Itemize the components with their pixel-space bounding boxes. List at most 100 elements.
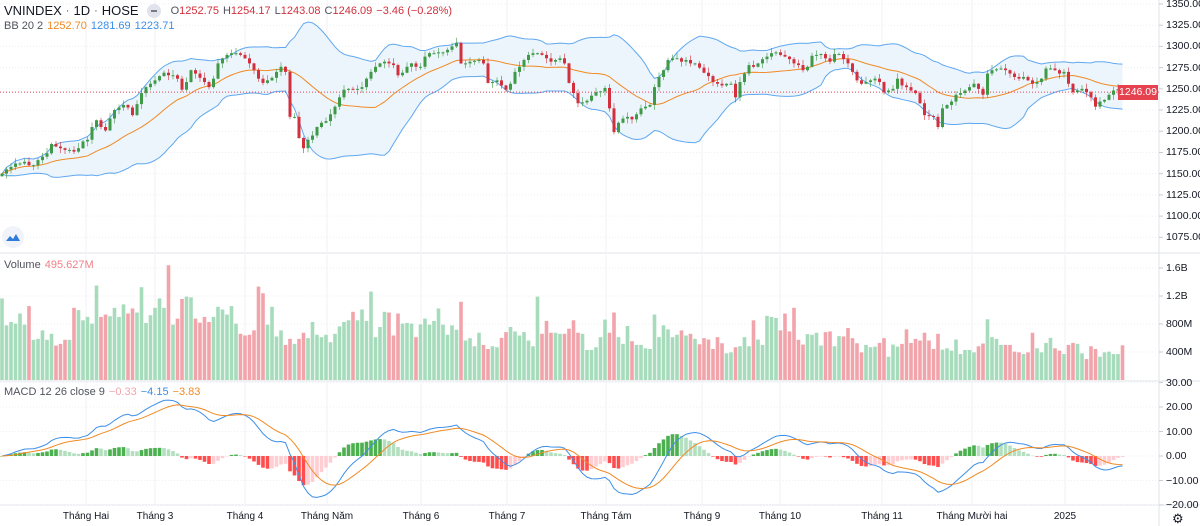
candle: [1080, 85, 1084, 92]
volume-bar: [211, 316, 216, 380]
volume-bar: [256, 286, 261, 380]
volume-bar: [796, 339, 801, 380]
volume-bar: [67, 339, 72, 380]
candle: [315, 126, 319, 138]
bb-legend[interactable]: BB 20 2 1252.70 1281.69 1223.71: [4, 20, 174, 32]
macd-legend[interactable]: MACD 12 26 close 9 −0.33 −4.15 −3.83: [4, 386, 200, 398]
candle-body: [900, 78, 904, 86]
candle-body: [945, 104, 949, 109]
open-label: O: [170, 4, 180, 17]
candle-body: [149, 83, 152, 88]
macd-histogram-bar: [211, 456, 216, 464]
macd-histogram-bar: [828, 456, 832, 458]
volume-bar: [400, 323, 405, 380]
candle: [1058, 68, 1061, 79]
candle-body: [347, 88, 350, 90]
candle-body: [261, 78, 265, 83]
macd-histogram-bar: [558, 453, 562, 456]
volume-axis-label: 800M: [1166, 318, 1193, 330]
volume-bar: [1003, 344, 1008, 380]
candle-body: [653, 87, 656, 105]
volume-bar: [594, 347, 598, 380]
macd-histogram-bar: [418, 453, 423, 456]
candle: [23, 158, 26, 166]
candle: [167, 68, 170, 81]
macd-histogram-bar: [247, 456, 252, 459]
symbol-name[interactable]: VNINDEX: [4, 3, 62, 18]
candle-body: [1013, 73, 1016, 77]
candle-body: [878, 78, 881, 83]
volume-bar: [130, 308, 135, 380]
volume-bar: [648, 348, 652, 380]
candle-body: [936, 116, 940, 128]
macd-histogram-bar: [157, 447, 162, 456]
volume-bar: [207, 321, 211, 380]
candle: [81, 139, 85, 149]
change-value: −3.46 (−0.28%): [376, 4, 453, 17]
minus-icon[interactable]: [146, 3, 161, 18]
volume-bar: [1093, 348, 1098, 380]
candle: [302, 136, 305, 154]
candle: [5, 167, 8, 179]
volume-bar: [337, 326, 342, 380]
candle-body: [617, 122, 620, 133]
volume-bar: [283, 344, 288, 380]
macd-histogram-bar: [945, 456, 949, 461]
candle: [810, 52, 814, 68]
candle-body: [954, 94, 958, 102]
candle: [212, 75, 215, 89]
volume-bar: [868, 347, 873, 380]
candle-body: [486, 63, 490, 83]
candle: [770, 47, 773, 60]
macd-histogram-bar: [976, 445, 981, 456]
macd-histogram-bar: [153, 447, 157, 456]
macd-histogram-bar: [202, 456, 207, 462]
candle-body: [891, 88, 895, 91]
interval[interactable]: 1D: [73, 3, 91, 18]
candle: [329, 109, 332, 126]
candle: [873, 75, 877, 85]
macd-histogram-bar: [49, 449, 54, 456]
candle: [621, 115, 625, 124]
candle: [842, 51, 845, 65]
volume-bar: [4, 325, 9, 380]
candle: [198, 69, 202, 82]
gear-icon[interactable]: ⚙: [1172, 511, 1184, 526]
tradingview-cloud-icon[interactable]: [2, 226, 24, 248]
candle: [194, 67, 197, 79]
candle-body: [590, 95, 593, 101]
volume-bar: [693, 338, 697, 380]
candle: [693, 62, 697, 66]
candle: [887, 88, 890, 94]
volume-legend[interactable]: Volume 495.627M: [4, 259, 94, 271]
macd-histogram-bar: [648, 452, 652, 456]
volume-bar: [1116, 354, 1120, 380]
macd-histogram-bar: [598, 456, 603, 465]
macd-histogram-bar: [738, 456, 742, 463]
candle-body: [1062, 71, 1066, 74]
candle-body: [882, 82, 886, 93]
candle: [464, 60, 467, 69]
volume-bar: [274, 336, 279, 380]
candle-body: [747, 65, 751, 74]
candle: [482, 56, 485, 65]
volume-bar: [63, 339, 67, 380]
volume-bar: [499, 337, 504, 380]
candle-body: [5, 169, 8, 174]
candle-body: [477, 59, 481, 61]
candle: [437, 47, 440, 59]
time-axis-label: Tháng 10: [758, 511, 802, 522]
candle: [527, 51, 530, 64]
macd-histogram-bar: [1120, 456, 1125, 458]
candle-body: [815, 54, 818, 56]
candle: [441, 51, 445, 57]
volume-bar: [747, 346, 751, 380]
macd-histogram-bar: [702, 449, 706, 456]
candle-body: [450, 46, 454, 50]
price-axis-label: 1200.00: [1166, 125, 1200, 138]
candle: [311, 131, 314, 143]
candle: [572, 80, 575, 99]
macd-histogram-bar: [733, 456, 738, 465]
candle: [900, 77, 904, 90]
